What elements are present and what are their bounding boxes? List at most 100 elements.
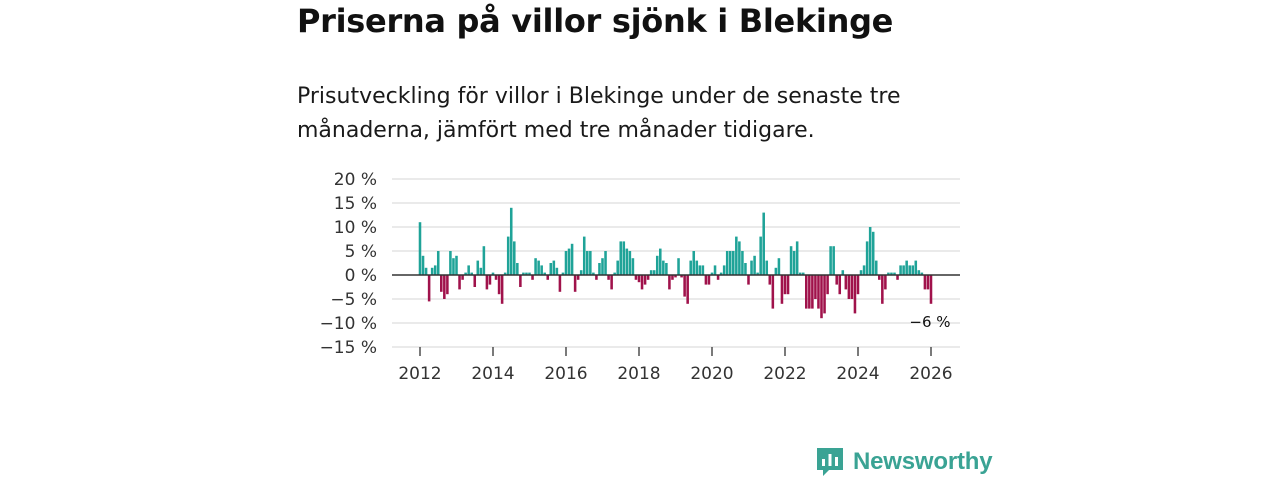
bar: [500, 275, 504, 304]
bar: [725, 251, 729, 275]
bar: [479, 267, 483, 275]
bar: [616, 260, 619, 275]
bar: [823, 275, 826, 314]
bar: [503, 272, 507, 275]
bar: [832, 246, 835, 275]
bar: [643, 275, 647, 285]
bar: [592, 272, 595, 275]
bar: [595, 275, 598, 280]
bar: [835, 275, 838, 285]
bar: [865, 241, 869, 275]
bar: [783, 275, 787, 295]
bar: [859, 270, 863, 275]
bar: [531, 275, 534, 280]
bar: [841, 270, 845, 275]
bar: [692, 251, 696, 275]
bar: [421, 255, 425, 275]
bar: [555, 267, 559, 275]
bar: [589, 251, 592, 275]
y-tick-label: 10 %: [334, 218, 377, 238]
bar: [780, 275, 784, 304]
bar: [509, 207, 513, 275]
bar: [427, 275, 431, 302]
bar: [744, 263, 747, 275]
bar: [674, 275, 677, 278]
bar: [631, 258, 635, 275]
bar: [443, 275, 446, 299]
bar: [905, 260, 908, 275]
bars: [418, 207, 933, 319]
bar: [430, 267, 434, 275]
bar: [567, 248, 571, 275]
bar: [789, 246, 793, 275]
bar: [917, 270, 921, 275]
bar: [613, 272, 616, 275]
bar: [513, 241, 516, 275]
bar: [494, 275, 498, 280]
bar: [637, 275, 641, 283]
bar: [671, 275, 674, 280]
x-tick-label: 2024: [836, 364, 879, 384]
newsworthy-logo-text: Newsworthy: [853, 448, 993, 475]
bar: [774, 267, 778, 275]
bar: [649, 270, 653, 275]
bar: [808, 275, 811, 309]
bar: [610, 275, 613, 290]
bar: [890, 272, 893, 275]
bar: [522, 272, 525, 275]
bar: [561, 272, 565, 275]
last-value-label: −6 %: [909, 313, 950, 331]
y-tick-label: −15 %: [320, 338, 377, 358]
bar: [680, 275, 683, 278]
bar: [771, 275, 775, 309]
bar: [519, 275, 522, 287]
bar: [759, 236, 762, 275]
bar: [786, 275, 790, 295]
bar: [488, 275, 492, 285]
bar: [525, 272, 528, 275]
bar: [716, 275, 720, 280]
bar: [707, 275, 711, 285]
chart-subtitle: Prisutveckling för villor i Blekinge und…: [297, 84, 901, 143]
y-tick-label: 20 %: [334, 170, 377, 190]
bar: [732, 251, 735, 275]
bar: [777, 258, 781, 275]
bar: [741, 251, 744, 275]
y-tick-label: 5 %: [345, 242, 377, 262]
bar: [814, 275, 817, 299]
bar: [868, 227, 872, 275]
bar: [677, 258, 680, 275]
y-tick-label: −10 %: [320, 314, 377, 334]
bar: [418, 222, 422, 275]
bar: [668, 275, 671, 290]
bar: [710, 272, 714, 275]
bar: [598, 263, 601, 275]
bar: [881, 275, 884, 304]
bar: [576, 275, 580, 280]
bar: [792, 251, 796, 275]
bar: [704, 275, 708, 285]
bar: [765, 260, 769, 275]
bar: [534, 258, 537, 275]
bar: [424, 267, 428, 275]
bar: [482, 246, 486, 275]
bar: [862, 265, 866, 275]
x-axis: 2012 2014 2016 2018 2020 2022 2024 2026: [398, 347, 953, 384]
bar: [601, 258, 604, 275]
bar: [634, 275, 638, 280]
bar: [884, 275, 887, 290]
bar: [719, 272, 723, 275]
x-tick-label: 2022: [763, 364, 806, 384]
bar: [801, 272, 805, 275]
bar: [689, 260, 692, 275]
bar: [838, 275, 842, 295]
bar: [579, 270, 583, 275]
bar: [686, 275, 689, 304]
bar: [549, 263, 553, 275]
bar: [449, 251, 452, 275]
bar: [871, 231, 875, 275]
bar: [516, 263, 519, 275]
bar: [847, 275, 851, 299]
y-axis-tick-labels: 20 % 15 % 10 % 5 % 0 % −5 % −10 % −15 %: [320, 170, 377, 358]
bar: [750, 260, 753, 275]
